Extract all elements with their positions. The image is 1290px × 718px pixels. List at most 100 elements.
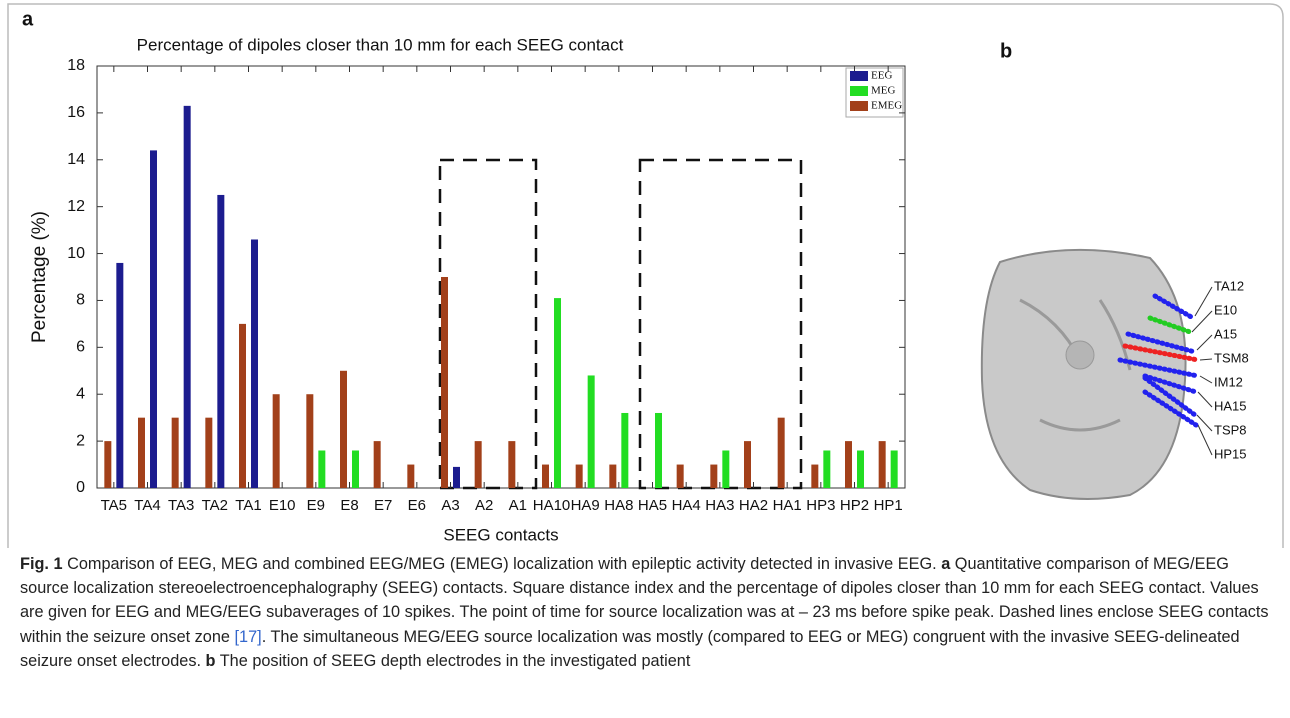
legend-swatch <box>850 86 868 96</box>
figure: a b Percentage of dipoles closer than 10… <box>7 3 1284 548</box>
bar <box>150 150 157 488</box>
x-tick-label: HP1 <box>874 497 903 514</box>
y-tick-label: 6 <box>76 339 85 356</box>
legend-label: EEG <box>871 70 892 82</box>
bar <box>655 412 662 488</box>
bar <box>857 450 864 488</box>
x-tick-label: TA2 <box>202 497 228 514</box>
x-tick-label: E10 <box>269 497 296 514</box>
y-tick-label: 18 <box>67 57 85 74</box>
chart-title: Percentage of dipoles closer than 10 mm … <box>137 35 624 54</box>
bar <box>554 298 561 488</box>
bar <box>890 450 898 488</box>
bar <box>542 464 549 488</box>
x-tick-label: E8 <box>340 497 358 514</box>
y-tick-label: 14 <box>67 151 85 168</box>
onset-zone-box <box>438 158 538 490</box>
onset-zone-box <box>638 158 803 490</box>
bar <box>710 464 718 488</box>
panel-label: a <box>22 8 34 30</box>
bar <box>306 394 314 488</box>
bar <box>171 417 179 488</box>
y-tick-label: 2 <box>76 432 85 449</box>
y-tick-label: 12 <box>67 198 85 215</box>
x-tick-label: A3 <box>441 497 459 514</box>
x-axis-label: SEEG contacts <box>443 525 558 544</box>
caption-text: Quantitative comparison of MEG/EEG sourc… <box>20 555 1269 646</box>
plot-frame <box>96 65 906 489</box>
bar <box>744 441 751 488</box>
x-tick-label: HA1 <box>773 497 802 514</box>
x-tick-label: TA4 <box>134 497 160 514</box>
figure-frame <box>7 3 1284 548</box>
bar <box>138 417 145 488</box>
electrode-label: E10 <box>1214 302 1237 317</box>
caption-part-label: b <box>205 651 216 670</box>
x-tick-label: HA10 <box>533 497 571 514</box>
y-tick-label: 0 <box>76 479 85 496</box>
x-tick-label: E7 <box>374 497 392 514</box>
bar <box>239 323 246 488</box>
bar <box>621 412 629 488</box>
x-tick-label: E9 <box>307 497 325 514</box>
x-tick-label: HA3 <box>705 497 734 514</box>
electrode-label: TA12 <box>1214 278 1244 293</box>
bar <box>183 105 191 488</box>
caption-part-label: a <box>941 555 951 573</box>
legend-swatch <box>850 71 868 81</box>
x-tick-label: HA5 <box>638 497 667 514</box>
x-tick-label: A1 <box>509 497 527 514</box>
x-tick-label: TA5 <box>101 497 127 514</box>
bar <box>811 464 819 488</box>
bar <box>878 441 886 488</box>
y-axis-label: Percentage (%) <box>29 211 50 343</box>
electrode-label: TSP8 <box>1214 422 1247 437</box>
bar <box>104 441 112 488</box>
bar <box>407 464 415 488</box>
bar <box>777 417 785 488</box>
bar <box>352 450 359 488</box>
legend-label: EMEG <box>871 100 902 112</box>
x-tick-label: HP3 <box>806 497 835 514</box>
citation[interactable]: [17] <box>234 627 262 646</box>
x-tick-label: HP2 <box>840 497 869 514</box>
bar <box>251 239 258 488</box>
y-tick-label: 16 <box>67 104 85 121</box>
x-tick-label: HA9 <box>571 497 600 514</box>
legend-swatch <box>850 101 868 111</box>
caption-text: The position of SEEG depth electrodes in… <box>219 651 691 670</box>
bar <box>474 441 482 488</box>
x-tick-label: TA1 <box>235 497 261 514</box>
x-tick-label: HA8 <box>604 497 633 514</box>
bar <box>676 464 684 488</box>
figure-label: Fig. 1 <box>20 555 63 573</box>
electrode-label: HP15 <box>1214 446 1247 461</box>
bar <box>845 441 852 488</box>
y-tick-label: 10 <box>67 245 85 262</box>
caption: Fig. 1 Comparison of EEG, MEG and combin… <box>20 552 1275 673</box>
electrode-label: TSM8 <box>1214 350 1249 365</box>
x-tick-label: HA2 <box>739 497 768 514</box>
bar <box>116 262 124 488</box>
caption-text: . The simultaneous MEG/EEG source locali… <box>20 627 1240 670</box>
bar <box>318 450 326 488</box>
y-tick-label: 8 <box>76 292 85 309</box>
bar <box>217 194 225 488</box>
electrode-label: A15 <box>1214 326 1237 341</box>
bar <box>340 370 347 488</box>
bar <box>453 466 460 488</box>
bar <box>272 394 280 488</box>
x-tick-label: A2 <box>475 497 493 514</box>
bar <box>441 277 448 488</box>
x-tick-label: HA4 <box>672 497 701 514</box>
caption-title: Comparison of EEG, MEG and combined EEG/… <box>67 555 937 573</box>
panel-label: b <box>1000 40 1012 62</box>
bar <box>373 441 381 488</box>
bar <box>587 375 595 488</box>
y-tick-label: 4 <box>76 385 85 402</box>
brain-image <box>980 248 1213 500</box>
bar <box>575 464 583 488</box>
legend-label: MEG <box>871 85 896 97</box>
bar <box>205 417 213 488</box>
